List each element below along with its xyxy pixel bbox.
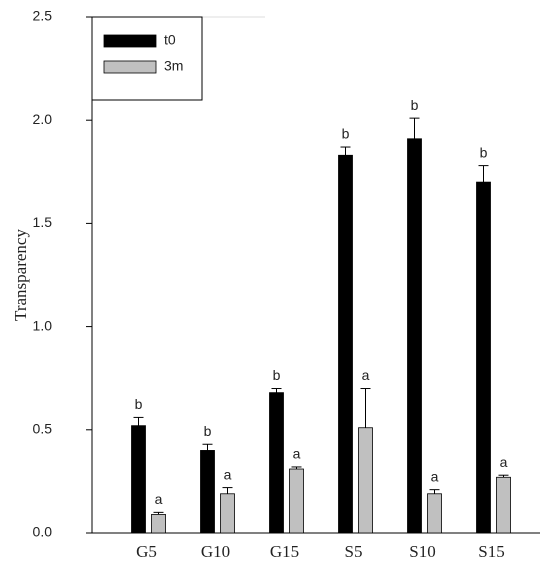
legend-swatch xyxy=(103,34,157,48)
x-tick-label: G15 xyxy=(270,542,299,561)
bar xyxy=(289,468,304,534)
bar xyxy=(269,392,284,534)
significance-letter: a xyxy=(224,466,232,482)
bar xyxy=(220,493,235,534)
bar xyxy=(200,450,215,534)
significance-letter: a xyxy=(362,367,370,383)
bar xyxy=(151,514,166,534)
y-tick-label: 0.5 xyxy=(33,421,53,437)
x-tick-label: G10 xyxy=(201,542,230,561)
significance-letter: b xyxy=(273,367,281,383)
bar xyxy=(358,427,373,534)
significance-letter: a xyxy=(155,491,163,507)
significance-letter: b xyxy=(204,423,212,439)
x-tick-label: S5 xyxy=(345,542,363,561)
y-axis-label: Transparency xyxy=(11,229,30,321)
legend-label: t0 xyxy=(164,32,176,48)
legend-swatch xyxy=(103,60,157,74)
bar xyxy=(496,476,511,534)
legend-label: 3m xyxy=(164,58,183,74)
bar xyxy=(338,154,353,534)
y-tick-label: 2.5 xyxy=(33,8,53,24)
significance-letter: b xyxy=(135,396,143,412)
x-tick-label: S10 xyxy=(409,542,435,561)
significance-letter: b xyxy=(480,144,488,160)
bar xyxy=(407,138,422,534)
significance-letter: b xyxy=(411,97,419,113)
y-tick-label: 1.5 xyxy=(33,214,53,230)
significance-letter: a xyxy=(293,446,301,462)
legend-box xyxy=(91,16,203,101)
y-tick-label: 1.0 xyxy=(33,317,53,333)
bar xyxy=(427,493,442,534)
bar xyxy=(131,425,146,534)
x-tick-label: G5 xyxy=(136,542,157,561)
x-tick-label: S15 xyxy=(478,542,504,561)
significance-letter: a xyxy=(500,454,508,470)
bar xyxy=(476,181,491,534)
y-tick-label: 2.0 xyxy=(33,111,53,127)
significance-letter: b xyxy=(342,126,350,142)
significance-letter: a xyxy=(431,468,439,484)
y-tick-label: 0.0 xyxy=(33,524,53,540)
